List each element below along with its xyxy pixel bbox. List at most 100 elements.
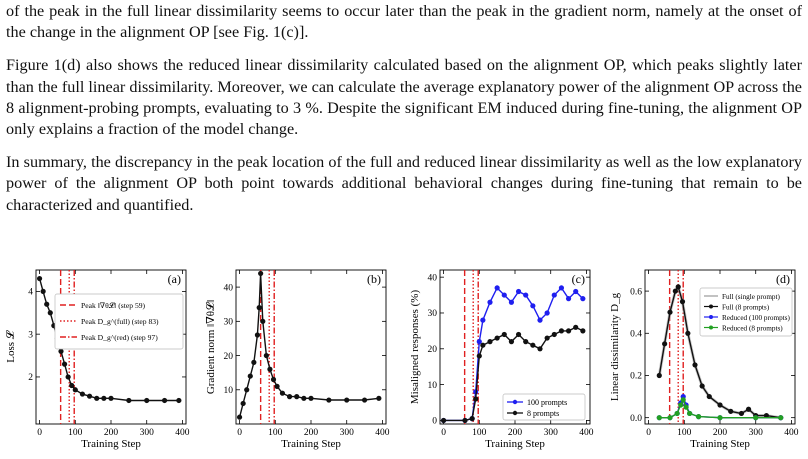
x-tick-label: 0 [441,428,446,438]
legend-box [699,287,793,337]
y-tick-label: 40 [224,283,234,293]
x-tick-label: 100 [677,428,692,438]
data-point [270,376,277,383]
chart-panel-1: 0 100 200 300 400 2 3 4 Training Step Loss 𝓛 (a) Pe… [4,269,190,450]
data-point [763,412,770,419]
y-tick-label: 0.4 [630,329,642,339]
data-point [738,410,745,417]
legend-entry: Peak D_g^(red) (step 97) [81,333,158,342]
x-tick-label: 400 [784,428,799,438]
legend-marker [709,315,713,319]
data-point [36,275,43,282]
data-point [344,397,350,403]
x-tick-label: 100 [268,428,283,438]
x-tick-label: 300 [140,428,155,438]
data-point [469,416,475,422]
data-point [662,341,668,347]
data-point [515,288,522,295]
data-point [674,410,680,417]
panel-label: (b) [367,272,381,286]
legend-entry: Full (8 prompts) [722,303,770,311]
x-tick-label: 300 [340,428,355,438]
data-point [544,335,550,341]
series-main [36,275,182,404]
series-full-8-prompts- [656,284,784,421]
x-tick-label: 400 [579,428,594,438]
data-point [256,305,262,311]
data-point [667,415,673,421]
data-point [501,331,507,338]
x-axis-label: Training Step [690,438,750,450]
y-axis-label: Loss 𝓛 [4,329,17,363]
x-tick-label: 400 [375,428,390,438]
data-point [176,397,182,404]
data-point [753,415,759,421]
legend-marker [512,410,518,416]
data-point [580,328,586,334]
y-tick-label: 20 [224,352,234,362]
data-point [728,408,734,414]
legend-entry: Full (single prompt) [722,293,781,301]
data-point [376,395,382,401]
panel-label: (c) [572,272,585,286]
data-point [361,397,368,403]
data-point [301,395,307,401]
panel-label: (a) [168,272,181,286]
x-tick-label: 100 [68,428,83,438]
data-point [487,339,493,345]
data-point [573,288,579,295]
chart-panel-2: 0 100 200 300 400 10 20 30 40 Training Step Gradie… [204,269,390,450]
data-point [108,395,114,401]
data-point [274,383,280,389]
data-point [523,292,529,298]
x-axis-label: Training Step [81,438,141,450]
series-reduced-8-prompts- [656,397,784,421]
data-point [667,309,673,315]
data-point [240,400,246,407]
data-point [286,394,293,400]
y-tick-label: 0.0 [630,414,642,424]
x-tick-label: 200 [713,428,728,438]
data-point [480,342,486,348]
y-tick-label: 10 [224,386,234,396]
data-point [530,342,536,348]
paragraph-3: In summary, the discrepancy in the peak … [6,153,802,214]
data-point [244,387,250,393]
paragraph-2: Figure 1(d) also shows the reduced linea… [6,56,802,139]
paragraph-1: of the peak in the full linear dissimila… [6,2,802,42]
data-point [258,270,264,277]
legend-entry: 8 prompts [527,409,559,418]
data-point [247,373,253,379]
legend-marker [512,399,518,405]
data-point [79,391,86,397]
data-point [544,310,550,316]
data-point [675,284,681,290]
y-tick-label: 10 [428,381,438,391]
data-point [679,299,686,305]
data-point [687,410,693,417]
y-tick-label: 30 [224,318,234,328]
chart-panel-3: 0 100 200 300 400 0 10 20 30 40 Training Step Misal… [409,269,594,450]
data-point [254,332,261,338]
data-point [717,415,723,421]
x-tick-label: 200 [304,428,319,438]
data-point [480,317,486,323]
data-point [680,397,686,403]
data-point [69,382,75,389]
data-point [236,414,243,420]
legend-box [54,293,184,350]
y-tick-label: 40 [428,273,438,283]
data-point [672,288,678,294]
data-point [580,296,586,302]
x-tick-label: 200 [104,428,119,438]
data-point [494,285,500,291]
data-point [44,301,50,307]
series-main [236,270,382,420]
data-point [267,366,273,372]
data-point [778,415,784,421]
data-point [717,402,723,408]
y-tick-label: 4 [28,288,33,298]
y-tick-label: 0 [432,417,437,427]
data-point [144,397,150,404]
data-point [558,285,565,291]
